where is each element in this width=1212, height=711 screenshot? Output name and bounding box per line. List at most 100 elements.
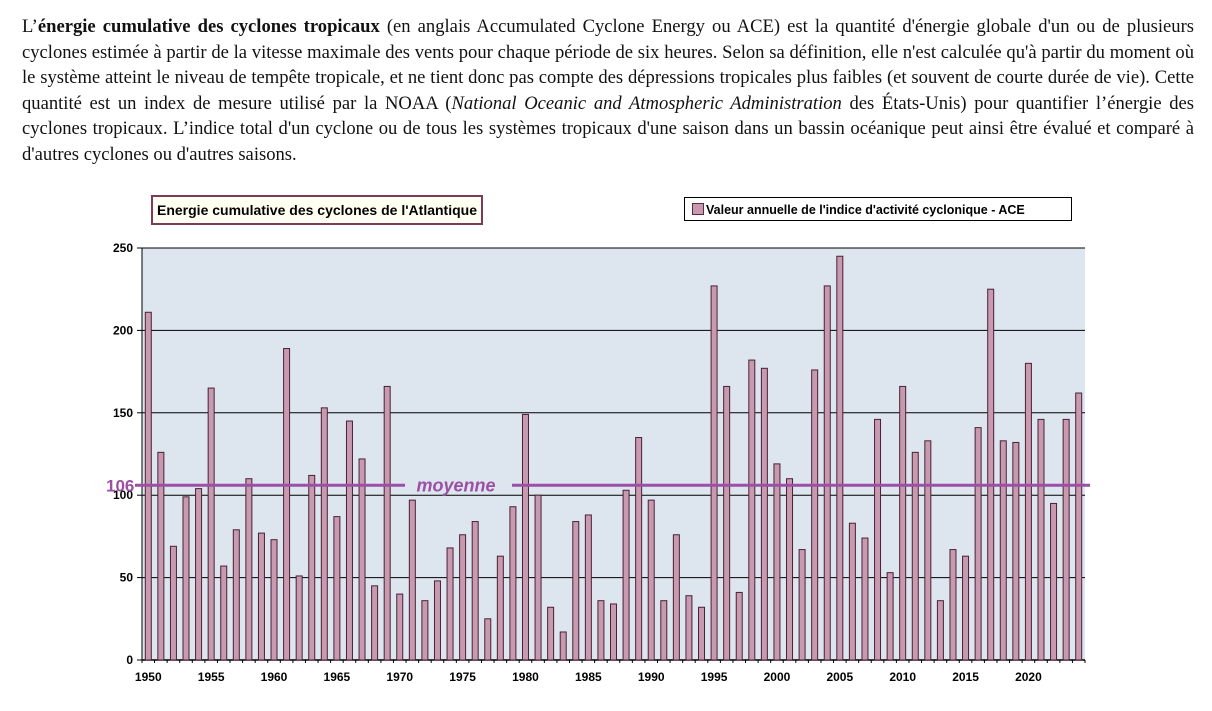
bar-2021 [1037,418,1045,661]
bar-1985 [584,514,592,661]
bar-2013 [936,600,944,661]
x-tick-label: 2000 [764,670,791,684]
bar-1956 [220,565,228,661]
y-tick-label: 200 [113,323,133,337]
bar-1962 [295,575,303,661]
x-tick-label: 1995 [701,670,728,684]
x-tick-label: 1985 [575,670,602,684]
ace-bar-chart: 0 50 100 150 200 250 1950 1955 1960 1965 1970 1975 1… [106,241,1090,684]
bar-1977 [484,618,492,661]
bar-2001 [786,478,794,661]
bar-1987 [610,603,617,661]
bar-1979 [509,506,517,661]
bar-2008 [874,418,882,661]
bar-1994 [698,606,706,661]
bar-2004 [823,285,831,661]
x-tick-label: 2005 [826,670,853,684]
bar-1997 [735,591,743,661]
bar-1984 [572,521,580,661]
bar-2020 [1024,362,1032,661]
bar-1999 [760,367,768,661]
bar-1980 [521,413,529,661]
bar-1992 [672,534,680,661]
x-tick-label: 1960 [261,670,288,684]
bar-2015 [962,555,970,661]
bar-2023 [1062,418,1070,661]
x-tick-label: 1980 [512,670,539,684]
x-tick-label: 1950 [135,670,162,684]
bar-1974 [446,547,454,661]
bar-1963 [308,474,316,661]
bar-2012 [924,440,932,661]
x-tick-label: 2010 [889,670,916,684]
bar-1959 [257,532,265,661]
bar-2000 [773,463,781,661]
bar-2018 [999,440,1007,661]
bar-1957 [232,529,240,661]
bar-1971 [408,499,416,661]
chart-legend: Valeur annuelle de l'indice d'activité c… [684,197,1072,221]
bar-1995 [710,285,718,661]
bar-1975 [459,534,467,661]
intro-paragraph: L’énergie cumulative des cyclones tropic… [22,14,1194,168]
bar-2011 [911,451,919,661]
bar-1955 [207,387,215,661]
intro-text-start: L’ [22,16,38,37]
bar-1982 [547,606,555,661]
legend-label: Valeur annuelle de l'indice d'activité c… [706,203,1025,217]
bar-2024 [1075,392,1083,661]
legend-swatch-icon [692,203,704,215]
bar-2014 [949,549,957,661]
bar-1978 [496,555,504,661]
bar-1996 [723,385,731,661]
bar-1951 [157,451,165,661]
bar-2003 [811,369,819,661]
bar-1968 [371,585,379,661]
x-tick-label: 1970 [386,670,413,684]
bar-1990 [647,499,655,661]
bar-2017 [987,288,995,661]
bar-1983 [559,631,567,661]
y-tick-label: 0 [126,653,133,667]
bar-1986 [597,600,605,661]
bar-1973 [433,580,441,661]
bar-1976 [471,521,479,661]
y-tick-label: 150 [113,406,133,420]
bar-1960 [270,539,278,661]
bar-1989 [635,437,643,661]
intro-text-end: des États-Unis) pour quantifier l’énergi… [22,92,1195,165]
x-tick-label: 1975 [449,670,476,684]
bar-1964 [320,407,328,661]
bar-2007 [861,537,869,661]
bar-2006 [848,522,856,661]
bar-1969 [383,385,391,661]
bar-1998 [748,359,756,661]
bar-1965 [333,516,341,661]
bar-1970 [396,593,404,661]
intro-bold-term: énergie cumulative des cyclones tropicau… [37,16,380,37]
x-tick-label: 1955 [198,670,225,684]
bar-2005 [836,255,844,661]
x-tick-label: 2015 [952,670,979,684]
bar-1961 [283,348,291,661]
chart-title: Energie cumulative des cyclones de l'Atl… [151,195,483,225]
y-tick-label: 100 [113,488,133,502]
bar-2010 [899,385,907,661]
bar-2022 [1050,502,1058,661]
intro-italic-term: National Oceanic and Atmospheric Adminis… [451,92,842,114]
mean-label: moyenne [416,475,495,495]
bar-2016 [974,427,982,661]
x-tick-label: 1990 [638,670,665,684]
bar-1953 [182,496,190,661]
x-tick-label: 1965 [324,670,351,684]
bar-1991 [660,600,668,661]
y-tick-label: 250 [113,241,133,255]
bar-1993 [685,595,693,661]
bar-1966 [345,420,353,661]
y-tick-label: 50 [120,571,134,585]
bar-2009 [886,572,894,661]
bar-1967 [358,458,366,661]
bar-1988 [622,489,630,661]
bar-2019 [1012,441,1020,661]
bar-2002 [798,549,806,661]
